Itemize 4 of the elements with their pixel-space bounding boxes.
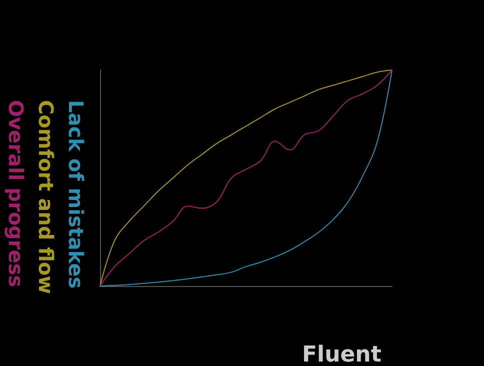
- x-axis-title: Fluent: [302, 342, 382, 366]
- text: Overall progress: [4, 100, 28, 288]
- text: Comfort and flow: [34, 100, 58, 294]
- text: Lack of mistakes: [64, 100, 88, 289]
